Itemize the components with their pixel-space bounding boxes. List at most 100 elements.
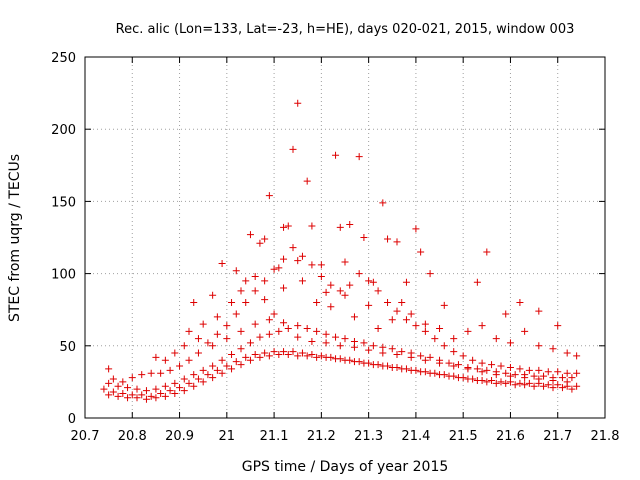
data-point [502, 310, 510, 318]
data-point [294, 352, 302, 360]
data-point [388, 363, 396, 371]
data-point [218, 259, 226, 267]
data-point [563, 349, 571, 357]
data-point [459, 352, 467, 360]
data-point [497, 378, 505, 386]
data-point [341, 335, 349, 343]
data-point [213, 313, 221, 321]
data-point [322, 353, 330, 361]
data-point [228, 365, 236, 373]
data-point [530, 382, 538, 390]
data-point [332, 151, 340, 159]
data-point [114, 392, 122, 400]
data-point [180, 387, 188, 395]
data-point [294, 333, 302, 341]
data-point [251, 320, 259, 328]
data-point [388, 345, 396, 353]
data-point [199, 366, 207, 374]
data-point [350, 358, 358, 366]
x-tick-label: 20.9 [165, 429, 194, 444]
data-point [421, 356, 429, 364]
chart-title: Rec. alic (Lon=133, Lat=-23, h=HE), days… [116, 22, 575, 37]
data-point [492, 379, 500, 387]
data-point [346, 221, 354, 229]
data-point [176, 362, 184, 370]
data-point [284, 324, 292, 332]
y-tick-label: 50 [59, 340, 76, 355]
data-point [516, 379, 524, 387]
data-point [322, 339, 330, 347]
data-point [421, 327, 429, 335]
data-point [412, 322, 420, 330]
data-point [152, 394, 160, 402]
data-point [294, 322, 302, 330]
data-point [336, 287, 344, 295]
data-point [393, 238, 401, 246]
data-point [171, 389, 179, 397]
data-point [289, 348, 297, 356]
y-axis-title: STEC from uqrg / TECUs [7, 154, 23, 322]
data-point [199, 378, 207, 386]
data-point [341, 258, 349, 266]
data-point [511, 371, 519, 379]
data-point [265, 316, 273, 324]
x-axis-title: GPS time / Days of year 2015 [242, 459, 449, 475]
data-point [445, 359, 453, 367]
data-point [308, 337, 316, 345]
data-point [327, 303, 335, 311]
data-point [535, 375, 543, 383]
data-point [105, 379, 113, 387]
data-point [289, 244, 297, 252]
data-point [209, 342, 217, 350]
data-point [478, 322, 486, 330]
data-point [251, 287, 259, 295]
data-point [147, 369, 155, 377]
data-point [119, 389, 127, 397]
data-point [431, 335, 439, 343]
x-tick-label: 21.2 [307, 429, 336, 444]
data-point [166, 366, 174, 374]
data-point [194, 349, 202, 357]
y-tick-label: 250 [51, 51, 76, 66]
x-tick-label: 21.1 [260, 429, 289, 444]
x-tick-label: 20.7 [71, 429, 100, 444]
data-point [365, 346, 373, 354]
data-point [478, 359, 486, 367]
data-point [374, 287, 382, 295]
data-point [303, 177, 311, 185]
x-tick-label: 21.6 [496, 429, 525, 444]
data-point [450, 348, 458, 356]
data-point [298, 277, 306, 285]
data-point [473, 278, 481, 286]
data-point [161, 356, 169, 364]
data-point [284, 222, 292, 230]
data-point [194, 375, 202, 383]
data-point [223, 362, 231, 370]
data-point [506, 363, 514, 371]
data-point [213, 330, 221, 338]
data-point [407, 353, 415, 361]
data-point [128, 374, 136, 382]
data-point [369, 361, 377, 369]
data-point [228, 350, 236, 358]
data-point [242, 298, 250, 306]
y-tick-label: 200 [51, 123, 76, 138]
data-point [407, 366, 415, 374]
x-tick-label: 21.4 [401, 429, 430, 444]
data-point [284, 350, 292, 358]
data-point [464, 327, 472, 335]
data-point [412, 225, 420, 233]
data-point [237, 287, 245, 295]
data-point [313, 353, 321, 361]
data-point [246, 339, 254, 347]
data-point [209, 291, 217, 299]
data-point [554, 368, 562, 376]
data-point [454, 361, 462, 369]
data-point [407, 310, 415, 318]
data-point [303, 324, 311, 332]
data-point [511, 381, 519, 389]
data-point [558, 384, 566, 392]
data-point [294, 99, 302, 107]
data-point [317, 261, 325, 269]
data-point [180, 375, 188, 383]
